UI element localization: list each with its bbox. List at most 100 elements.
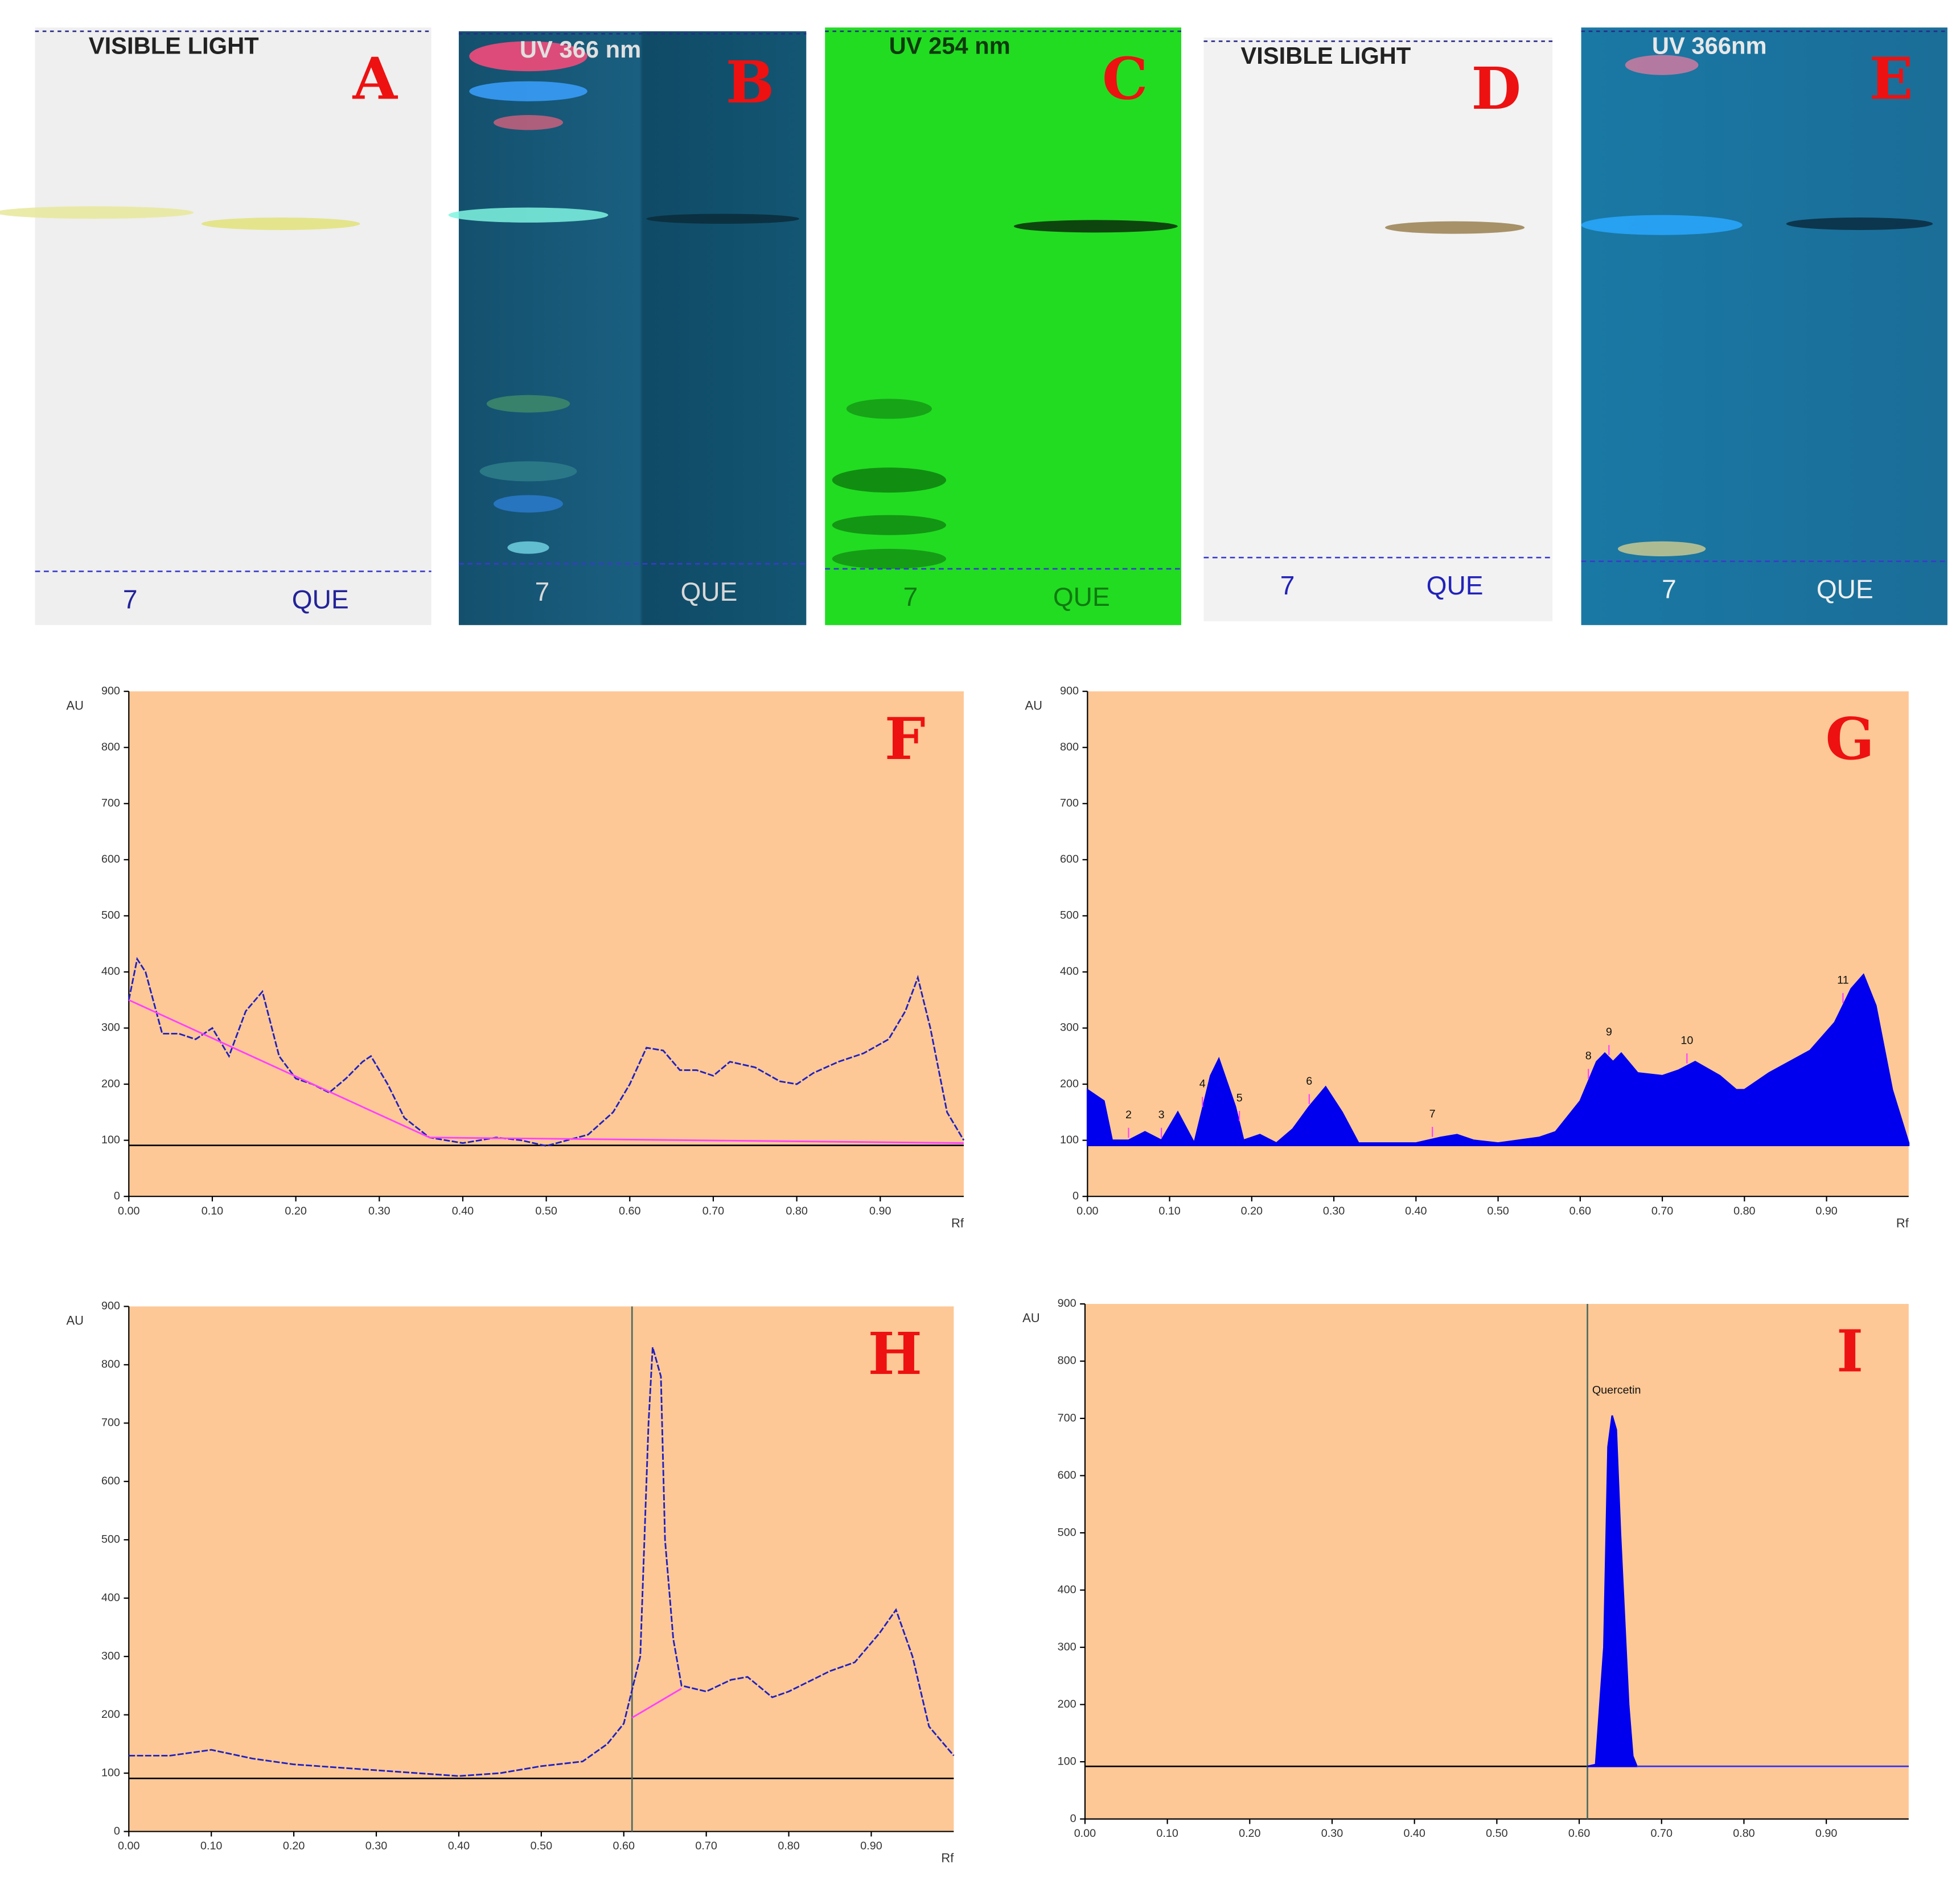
x-tick-label: 0.60: [613, 1840, 635, 1852]
tlc-spot: [448, 207, 609, 223]
panel-label: F: [885, 705, 926, 773]
tlc-spot: [493, 495, 564, 513]
x-tick-label: 0.50: [1487, 1205, 1509, 1217]
tlc-spot: [201, 218, 360, 230]
x-tick-label: 0.70: [702, 1205, 724, 1217]
y-tick-label: 200: [1060, 1077, 1079, 1090]
plate-title: UV 366 nm: [520, 36, 641, 63]
y-axis-label: AU: [1022, 1311, 1039, 1325]
x-tick-label: 0.40: [1403, 1827, 1425, 1840]
tlc-spot: [479, 461, 577, 482]
x-tick-label: 0.30: [1321, 1827, 1343, 1840]
plate-label: B: [726, 48, 774, 116]
tlc-spot: [832, 548, 946, 569]
y-tick-label: 800: [101, 741, 120, 753]
x-tick-label: 0.20: [285, 1205, 306, 1217]
x-tick-label: 0.10: [202, 1205, 223, 1217]
plate-title: VISIBLE LIGHT: [1240, 42, 1411, 69]
x-tick-label: 0.80: [1733, 1205, 1755, 1217]
x-tick-label: 0.00: [1074, 1827, 1096, 1840]
y-tick-label: 800: [101, 1358, 120, 1371]
lane-label: 7: [1280, 571, 1295, 600]
x-tick-label: 0.10: [200, 1840, 222, 1852]
x-tick-label: 0.90: [860, 1840, 882, 1852]
x-tick-label: 0.10: [1156, 1827, 1178, 1840]
x-tick-label: 0.00: [118, 1840, 139, 1852]
y-tick-label: 300: [101, 1650, 120, 1662]
peak-label: 4: [1199, 1078, 1206, 1090]
tlc-plate: [458, 31, 807, 625]
x-tick-label: 0.90: [1815, 1827, 1837, 1840]
tlc-spot: [507, 541, 549, 554]
x-tick-label: 0.50: [535, 1205, 557, 1217]
plate-label: C: [1102, 45, 1148, 113]
line: [128, 957, 965, 1147]
x-tick-label: 0.20: [1241, 1205, 1263, 1217]
y-tick-label: 500: [101, 909, 120, 922]
lane-label: 7: [123, 584, 138, 614]
x-tick-label: 0.90: [1815, 1205, 1837, 1217]
y-tick-label: 700: [1058, 1412, 1076, 1424]
y-tick-label: 600: [1060, 853, 1079, 865]
y-tick-label: 100: [1060, 1134, 1079, 1146]
peak-label: 3: [1158, 1109, 1165, 1121]
x-tick-label: 0.50: [1486, 1827, 1507, 1840]
plate-label: E: [1869, 45, 1913, 113]
y-tick-label: 700: [1060, 797, 1079, 810]
y-tick-label: 400: [1060, 965, 1079, 978]
tlc-spot: [493, 114, 564, 130]
panel-label: I: [1836, 1318, 1863, 1385]
y-tick-label: 900: [101, 684, 120, 697]
tlc-spot: [1786, 218, 1933, 230]
panel-label: G: [1826, 705, 1875, 773]
tlc-plate: [35, 27, 432, 625]
y-tick-label: 500: [1060, 909, 1079, 922]
y-tick-label: 700: [101, 797, 120, 810]
tlc-spot: [0, 206, 194, 219]
peak-label: 9: [1606, 1026, 1612, 1039]
tlc-spot: [1581, 215, 1743, 235]
plot-area: [129, 691, 964, 1197]
y-tick-label: 600: [101, 853, 120, 865]
tlc-spot: [646, 214, 800, 224]
peak-label: 5: [1236, 1092, 1243, 1104]
tlc-spot: [1625, 55, 1699, 75]
y-tick-label: 900: [1058, 1297, 1076, 1310]
tlc-spot: [1617, 541, 1706, 557]
x-tick-label: 0.80: [778, 1840, 799, 1852]
x-tick-label: 0.70: [695, 1840, 717, 1852]
lane-label: QUE: [292, 584, 349, 614]
y-tick-label: 0: [114, 1825, 120, 1837]
y-tick-label: 400: [101, 965, 120, 978]
plate-title: UV 254 nm: [889, 32, 1010, 59]
x-tick-label: 0.60: [1569, 1205, 1591, 1217]
peak-label: 7: [1429, 1107, 1436, 1120]
x-axis-label: Rf: [941, 1851, 954, 1865]
y-tick-label: 0: [1073, 1189, 1079, 1202]
x-tick-label: 0.20: [283, 1840, 305, 1852]
y-tick-label: 100: [1058, 1755, 1076, 1767]
tlc-spot: [846, 399, 932, 419]
y-tick-label: 600: [1058, 1469, 1076, 1482]
tlc-spot: [832, 467, 946, 493]
x-tick-label: 0.40: [448, 1840, 470, 1852]
tlc-spot: [469, 81, 587, 101]
x-tick-label: 0.60: [619, 1205, 640, 1217]
plate-label: D: [1471, 55, 1521, 122]
x-tick-label: 0.70: [1651, 1205, 1673, 1217]
x-tick-label: 0.10: [1158, 1205, 1180, 1217]
lane-label: QUE: [1427, 571, 1484, 600]
y-tick-label: 200: [101, 1077, 120, 1090]
y-tick-label: 900: [1060, 684, 1079, 697]
plot-area: [1084, 1304, 1909, 1819]
y-tick-label: 300: [1060, 1021, 1079, 1034]
lane-label: QUE: [680, 577, 737, 606]
y-tick-label: 500: [1058, 1526, 1076, 1539]
x-tick-label: 0.40: [452, 1205, 474, 1217]
x-tick-label: 0.80: [1733, 1827, 1754, 1840]
x-axis-label: Rf: [951, 1216, 964, 1230]
panel-label: H: [868, 1320, 922, 1388]
lane-label: 7: [903, 582, 918, 612]
x-tick-label: 0.00: [118, 1205, 139, 1217]
